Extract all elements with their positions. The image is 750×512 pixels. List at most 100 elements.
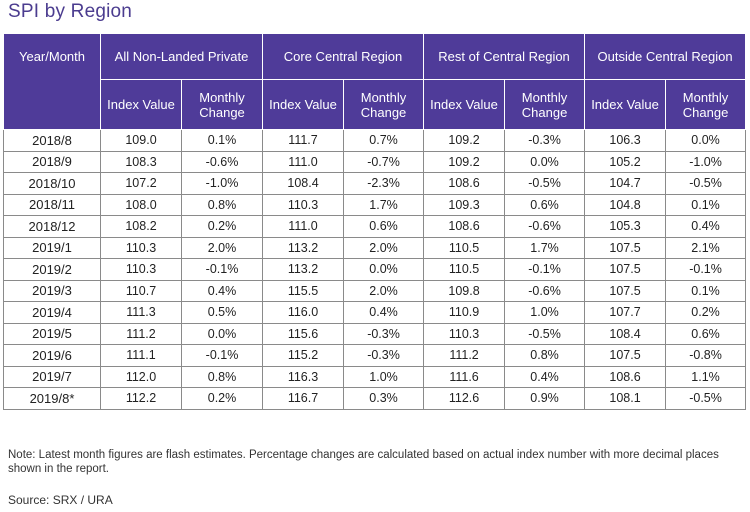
cell-monthly-change: -0.6% <box>180 150 264 173</box>
table-row: 2018/12 108.2 0.2% 111.0 0.6% 108.6 -0.6% 105.3… <box>3 215 747 238</box>
cell-index-value: 104.8 <box>584 193 667 216</box>
cell-year-month: 2018/9 <box>3 150 101 173</box>
cell-monthly-change: -0.1% <box>504 258 586 281</box>
cell-index-value: 109.2 <box>423 129 506 152</box>
cell-index-value: 111.2 <box>100 322 182 345</box>
cell-year-month: 2019/7 <box>3 365 101 388</box>
cell-monthly-change: 1.0% <box>343 365 425 388</box>
header-group-rcr: Rest of Central Region <box>423 33 586 80</box>
cell-index-value: 110.3 <box>262 193 345 216</box>
header-monthly-change: Monthly Change <box>343 79 425 130</box>
cell-monthly-change: -0.5% <box>665 387 747 410</box>
table-row: 2019/2 110.3 -0.1% 113.2 0.0% 110.5 -0.1% 107.5… <box>3 258 747 281</box>
cell-index-value: 116.3 <box>262 365 345 388</box>
cell-index-value: 108.6 <box>584 365 667 388</box>
header-group-ocr: Outside Central Region <box>584 33 747 80</box>
header-monthly-change: Monthly Change <box>504 79 586 130</box>
table-row: 2019/1 110.3 2.0% 113.2 2.0% 110.5 1.7% 107.5 2.… <box>3 236 747 259</box>
cell-monthly-change: 1.7% <box>504 236 586 259</box>
table-row: 2018/10 107.2 -1.0% 108.4 -2.3% 108.6 -0.5% 104… <box>3 172 747 195</box>
cell-monthly-change: 0.8% <box>180 365 264 388</box>
header-index-value: Index Value <box>262 79 345 130</box>
cell-monthly-change: -0.3% <box>343 322 425 345</box>
cell-index-value: 109.8 <box>423 279 506 302</box>
table-row: 2019/3 110.7 0.4% 115.5 2.0% 109.8 -0.6% 107.5 0… <box>3 279 747 302</box>
header-index-value: Index Value <box>423 79 506 130</box>
table-row: 2018/9 108.3 -0.6% 111.0 -0.7% 109.2 0.0% 105.2… <box>3 150 747 173</box>
table-row: 2019/6 111.1 -0.1% 115.2 -0.3% 111.2 0.8% 107.5… <box>3 344 747 367</box>
cell-monthly-change: 0.1% <box>180 129 264 152</box>
cell-monthly-change: 0.1% <box>665 279 747 302</box>
cell-index-value: 110.3 <box>423 322 506 345</box>
cell-monthly-change: 0.4% <box>343 301 425 324</box>
cell-monthly-change: -0.1% <box>180 258 264 281</box>
cell-year-month: 2019/2 <box>3 258 101 281</box>
cell-year-month: 2019/3 <box>3 279 101 302</box>
header-group-all: All Non-Landed Private <box>99 33 264 80</box>
cell-index-value: 116.7 <box>262 387 345 410</box>
cell-index-value: 111.1 <box>100 344 182 367</box>
cell-monthly-change: -0.5% <box>665 172 747 195</box>
cell-index-value: 111.6 <box>423 365 506 388</box>
footnote: Note: Latest month figures are flash est… <box>8 449 719 475</box>
cell-index-value: 111.3 <box>100 301 182 324</box>
cell-monthly-change: 2.0% <box>343 279 425 302</box>
cell-monthly-change: -0.7% <box>343 150 425 173</box>
cell-monthly-change: 0.0% <box>343 258 425 281</box>
cell-year-month: 2018/10 <box>3 172 101 195</box>
table-row: 2018/8 109.0 0.1% 111.7 0.7% 109.2 -0.3% 106.3 0… <box>3 129 747 152</box>
cell-monthly-change: 0.4% <box>665 215 747 238</box>
cell-monthly-change: -2.3% <box>343 172 425 195</box>
cell-monthly-change: -0.8% <box>665 344 747 367</box>
cell-index-value: 115.6 <box>262 322 345 345</box>
cell-monthly-change: -1.0% <box>665 150 747 173</box>
cell-index-value: 115.2 <box>262 344 345 367</box>
cell-index-value: 107.5 <box>584 236 667 259</box>
cell-index-value: 109.0 <box>100 129 182 152</box>
cell-index-value: 105.2 <box>584 150 667 173</box>
cell-index-value: 108.1 <box>584 387 667 410</box>
cell-index-value: 104.7 <box>584 172 667 195</box>
cell-index-value: 116.0 <box>262 301 345 324</box>
cell-monthly-change: 0.4% <box>504 365 586 388</box>
cell-index-value: 112.0 <box>100 365 182 388</box>
header-monthly-change: Monthly Change <box>665 79 747 130</box>
cell-index-value: 108.6 <box>423 172 506 195</box>
cell-monthly-change: 0.2% <box>665 301 747 324</box>
cell-index-value: 110.7 <box>100 279 182 302</box>
cell-index-value: 111.7 <box>262 129 345 152</box>
cell-monthly-change: 0.0% <box>504 150 586 173</box>
table-row: 2018/11 108.0 0.8% 110.3 1.7% 109.3 0.6% 104.8 0… <box>3 193 747 216</box>
cell-monthly-change: 0.2% <box>180 215 264 238</box>
header-monthly-change: Monthly Change <box>180 79 264 130</box>
cell-monthly-change: 2.1% <box>665 236 747 259</box>
header-year-month: Year/Month <box>3 33 101 130</box>
cell-monthly-change: -0.5% <box>504 172 586 195</box>
cell-monthly-change: 0.2% <box>180 387 264 410</box>
table-body: 2018/8 109.0 0.1% 111.7 0.7% 109.2 -0.3% 106.3 0… <box>3 129 747 410</box>
cell-index-value: 110.3 <box>100 258 182 281</box>
cell-index-value: 111.0 <box>262 150 345 173</box>
cell-monthly-change: 1.7% <box>343 193 425 216</box>
cell-index-value: 108.4 <box>262 172 345 195</box>
header-index-value: Index Value <box>584 79 667 130</box>
cell-monthly-change: 0.1% <box>665 193 747 216</box>
cell-monthly-change: 0.6% <box>665 322 747 345</box>
cell-monthly-change: -0.1% <box>665 258 747 281</box>
cell-index-value: 113.2 <box>262 236 345 259</box>
header-index-value: Index Value <box>100 79 182 130</box>
page-title: SPI by Region <box>8 1 133 22</box>
cell-monthly-change: 1.1% <box>665 365 747 388</box>
cell-year-month: 2018/11 <box>3 193 101 216</box>
cell-index-value: 113.2 <box>262 258 345 281</box>
cell-index-value: 110.3 <box>100 236 182 259</box>
cell-monthly-change: -0.1% <box>180 344 264 367</box>
cell-year-month: 2019/5 <box>3 322 101 345</box>
cell-monthly-change: -0.3% <box>343 344 425 367</box>
cell-monthly-change: -0.6% <box>504 279 586 302</box>
cell-index-value: 109.3 <box>423 193 506 216</box>
cell-monthly-change: 0.6% <box>343 215 425 238</box>
cell-index-value: 108.6 <box>423 215 506 238</box>
cell-index-value: 105.3 <box>584 215 667 238</box>
cell-index-value: 112.6 <box>423 387 506 410</box>
